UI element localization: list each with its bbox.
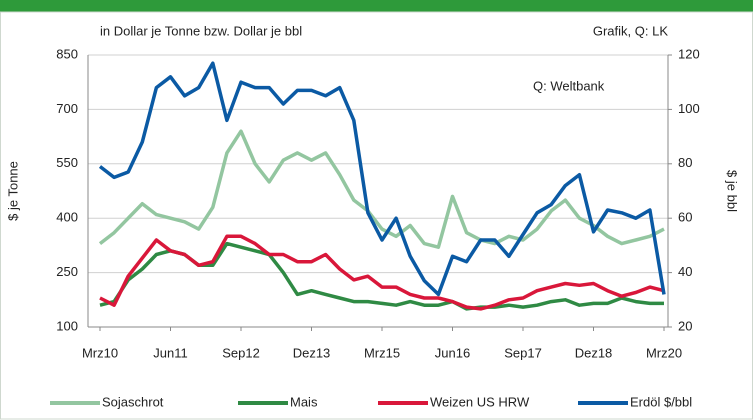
series-line: [98, 61, 666, 297]
banner: [0, 0, 753, 12]
legend-label: Weizen US HRW: [430, 394, 530, 409]
series-line: [98, 129, 665, 249]
x-tick-label: Jun16: [435, 345, 470, 360]
legend-label: Sojaschrot: [102, 394, 164, 409]
y-tick-label: 400: [56, 210, 78, 225]
x-tick-label: Dez18: [575, 345, 613, 360]
y2-tick-label: 40: [678, 264, 692, 279]
x-tick-label: Mrz15: [364, 345, 400, 360]
series-line: [99, 234, 665, 311]
y-tick-label: 100: [56, 318, 78, 333]
x-tick-label: Sep12: [222, 345, 260, 360]
legend-label: Erdöl $/bbl: [630, 394, 692, 409]
x-tick-label: Sep17: [504, 345, 542, 360]
x-tick-label: Mrz10: [82, 345, 118, 360]
chart-title: in Dollar je Tonne bzw. Dollar je bbl: [100, 23, 302, 38]
y2-tick-label: 20: [678, 318, 692, 333]
y-tick-label: 250: [56, 264, 78, 279]
y-tick-label: 550: [56, 155, 78, 170]
y2-tick-label: 100: [678, 101, 700, 116]
legend-label: Mais: [290, 394, 318, 409]
x-tick-label: Jun11: [153, 345, 187, 360]
y-tick-label: 700: [56, 101, 78, 116]
y2-tick-label: 80: [678, 155, 692, 170]
annotation: Q: Weltbank: [533, 78, 605, 93]
x-tick-label: Dez13: [293, 345, 331, 360]
y2-axis-label: $ je bbl: [725, 170, 740, 212]
x-tick-label: Mrz20: [646, 345, 682, 360]
y-tick-label: 850: [56, 46, 78, 61]
y2-tick-label: 60: [678, 210, 692, 225]
source: Grafik, Q: LK: [593, 23, 668, 38]
y-axis-label: $ je Tonne: [5, 161, 20, 221]
y2-tick-label: 120: [678, 46, 700, 61]
